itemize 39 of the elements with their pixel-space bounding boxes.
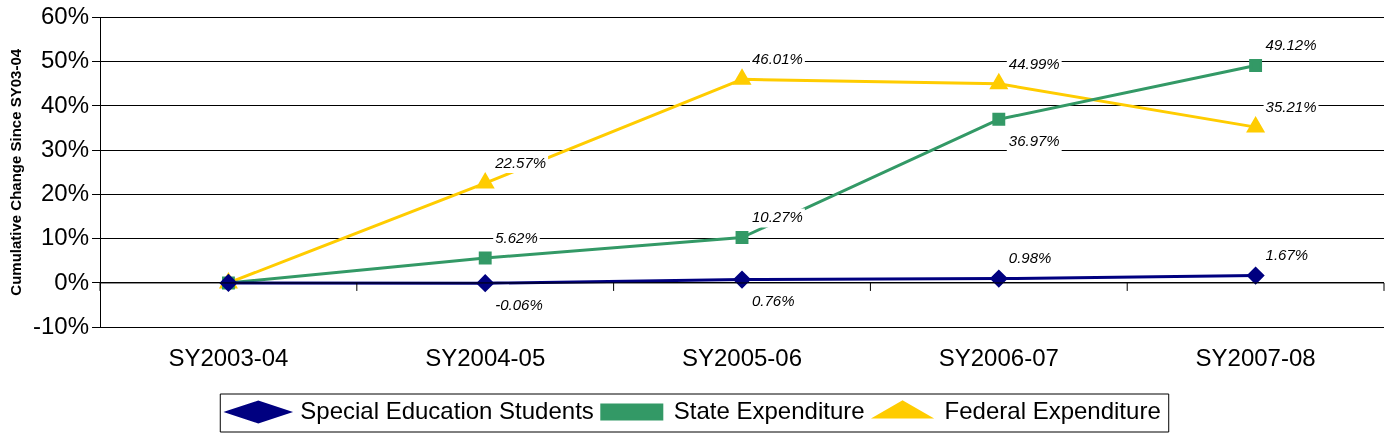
point	[1247, 117, 1265, 133]
legend-label: State Expenditure	[673, 396, 865, 424]
legend-label: Special Education Students	[300, 396, 594, 424]
data-label: 5.62%	[495, 228, 538, 246]
data-label: 44.99%	[1008, 54, 1060, 72]
data-label: 22.57%	[494, 153, 547, 171]
point	[735, 231, 749, 244]
y-tick-label: 50%	[40, 46, 90, 74]
data-label: 10.27%	[752, 208, 803, 226]
y-tick-label: 10%	[40, 223, 90, 251]
point	[476, 173, 494, 189]
point	[990, 74, 1008, 90]
y-tick-label: -10%	[33, 311, 90, 339]
point	[478, 251, 492, 265]
point	[990, 270, 1008, 288]
point	[1247, 267, 1265, 285]
data-label: 35.21%	[1265, 97, 1317, 115]
y-tick-label: 20%	[40, 179, 90, 207]
x-tick-label: SY2005-06	[681, 344, 803, 372]
x-tick-label: SY2007-08	[1195, 344, 1316, 372]
x-tick-label: SY2004-05	[425, 344, 546, 372]
legend-label: Federal Expenditure	[944, 396, 1161, 424]
data-label: -0.06%	[495, 295, 543, 313]
point	[992, 112, 1006, 126]
point	[1249, 59, 1263, 72]
data-label: 49.12%	[1265, 36, 1317, 54]
x-tick-label: SY2003-04	[168, 344, 289, 372]
y-tick-label: 30%	[40, 134, 90, 162]
data-label: 0.76%	[752, 292, 795, 310]
point	[733, 69, 751, 85]
y-tick-label: 40%	[40, 90, 90, 118]
data-label: 36.97%	[1008, 132, 1060, 149]
data-label: 0.98%	[1008, 249, 1052, 267]
y-tick-label: 60%	[40, 2, 90, 30]
data-label: 46.01%	[752, 49, 803, 67]
x-tick-label: SY2006-07	[938, 344, 1059, 372]
data-label: 1.67%	[1265, 246, 1309, 264]
y-axis-title: Cumulative Change Since SY03-04	[7, 48, 25, 296]
y-tick-label: 0%	[54, 267, 90, 295]
